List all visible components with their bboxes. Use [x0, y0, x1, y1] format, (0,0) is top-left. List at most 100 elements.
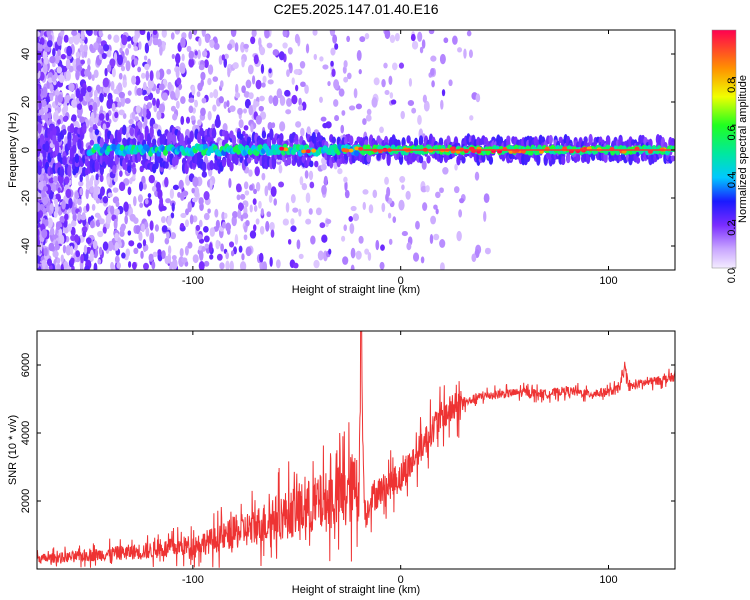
heatmap-noise-cell	[52, 47, 56, 57]
heatmap-noise-cell	[138, 181, 144, 192]
heatmap-noise-cell	[58, 176, 64, 186]
heatmap-noise-cell	[218, 96, 224, 104]
heatmap-peak-cell	[311, 148, 317, 153]
heatmap-band-cell	[671, 145, 675, 153]
heatmap-noise-cell	[284, 89, 291, 97]
heatmap-noise-cell	[319, 96, 323, 103]
heatmap-noise-cell	[387, 212, 392, 219]
heatmap-noise-cell	[209, 227, 216, 237]
heatmap-noise-cell	[117, 54, 124, 66]
heatmap-noise-cell	[128, 261, 132, 268]
snr-x-tick-label: 0	[398, 574, 404, 586]
heatmap-noise-cell	[344, 189, 350, 199]
heatmap-noise-cell	[285, 202, 290, 213]
heatmap-noise-cell	[143, 55, 148, 61]
heatmap-noise-cell	[208, 242, 213, 253]
heatmap-noise-cell	[215, 114, 220, 125]
colorbar-ticks: 0.0 0.2 0.4 0.6 0.8	[711, 29, 738, 283]
heatmap-noise-cell	[41, 99, 47, 108]
heatmap-halo-cell	[279, 133, 284, 142]
heatmap-noise-cell	[152, 251, 158, 258]
heatmap-halo-cell	[266, 136, 272, 147]
heatmap-noise-cell	[80, 59, 86, 65]
spectrogram-y-ticks: -40 -20 0 20 40	[20, 48, 675, 254]
heatmap-noise-cell	[165, 198, 171, 204]
heatmap-noise-cell	[55, 94, 59, 106]
heatmap-noise-cell	[248, 92, 254, 100]
heatmap-noise-cell	[37, 211, 41, 221]
heatmap-noise-cell	[483, 210, 487, 222]
heatmap-noise-cell	[93, 262, 98, 270]
heatmap-noise-cell	[320, 163, 327, 171]
heatmap-noise-cell	[111, 67, 116, 78]
heatmap-noise-cell	[238, 245, 243, 253]
heatmap-noise-cell	[37, 63, 40, 74]
heatmap-noise-cell	[188, 58, 195, 68]
heatmap-noise-cell	[63, 34, 69, 43]
heatmap-noise-cell	[192, 30, 198, 36]
heatmap-noise-cell	[198, 219, 203, 228]
heatmap-halo-cell	[94, 161, 100, 171]
heatmap-noise-cell	[93, 89, 98, 98]
heatmap-halo-cell	[331, 136, 336, 144]
snr-y-tick-label: 4000	[20, 421, 32, 445]
heatmap-noise-cell	[166, 68, 172, 75]
heatmap-noise-cell	[229, 241, 235, 248]
heatmap-noise-cell	[198, 64, 205, 71]
heatmap-halo-cell	[209, 160, 214, 171]
heatmap-noise-cell	[123, 178, 130, 186]
heatmap-noise-cell	[53, 114, 60, 121]
heatmap-noise-cell	[384, 89, 390, 96]
heatmap-noise-cell	[151, 261, 156, 270]
heatmap-noise-cell	[251, 30, 257, 38]
heatmap-noise-cell	[341, 110, 346, 116]
heatmap-noise-cell	[70, 257, 75, 265]
heatmap-noise-cell	[417, 114, 422, 125]
heatmap-noise-cell	[56, 66, 63, 74]
heatmap-noise-cell	[67, 223, 72, 232]
heatmap-noise-cell	[433, 233, 440, 241]
heatmap-noise-cell	[317, 250, 324, 261]
heatmap-noise-cell	[251, 75, 256, 85]
heatmap-noise-cell	[65, 188, 72, 199]
heatmap-noise-cell	[313, 259, 320, 269]
heatmap-noise-cell	[147, 193, 152, 199]
heatmap-noise-cell	[52, 250, 59, 258]
heatmap-noise-cell	[294, 33, 300, 44]
heatmap-noise-cell	[118, 72, 123, 80]
heatmap-noise-cell	[250, 124, 254, 133]
heatmap-noise-cell	[160, 205, 167, 211]
heatmap-noise-cell	[325, 218, 332, 224]
heatmap-noise-cell	[174, 30, 181, 35]
heatmap-noise-cell	[167, 253, 172, 264]
heatmap-noise-cell	[223, 53, 229, 59]
snr-frame	[36, 330, 676, 570]
heatmap-noise-cell	[267, 79, 274, 85]
heatmap-noise-cell	[172, 113, 178, 121]
heatmap-noise-cell	[128, 240, 135, 247]
heatmap-noise-cell	[43, 106, 49, 113]
heatmap-noise-cell	[85, 180, 91, 191]
heatmap-noise-cell	[212, 104, 217, 112]
snr-y-tick-label: 6000	[20, 353, 32, 377]
heatmap-noise-cell	[408, 77, 413, 87]
heatmap-noise-cell	[131, 111, 136, 120]
heatmap-noise-cell	[337, 168, 343, 175]
heatmap-noise-cell	[93, 69, 99, 79]
heatmap-noise-cell	[102, 241, 109, 251]
heatmap-noise-cell	[145, 108, 150, 114]
heatmap-noise-cell	[44, 46, 49, 52]
heatmap-noise-cell	[62, 106, 66, 117]
heatmap-noise-cell	[145, 227, 150, 237]
heatmap-halo-cell	[156, 129, 162, 137]
heatmap-noise-cell	[366, 108, 372, 116]
heatmap-noise-cell	[179, 66, 186, 74]
heatmap-peak-cell	[358, 146, 364, 151]
heatmap-noise-cell	[180, 115, 185, 125]
colorbar-tick-label: 0.8	[726, 78, 738, 93]
heatmap-noise-cell	[221, 54, 225, 61]
heatmap-noise-cell	[96, 36, 102, 45]
heatmap-noise-cell	[295, 84, 299, 92]
heatmap-noise-cell	[308, 208, 313, 215]
heatmap-halo-cell	[42, 148, 47, 159]
